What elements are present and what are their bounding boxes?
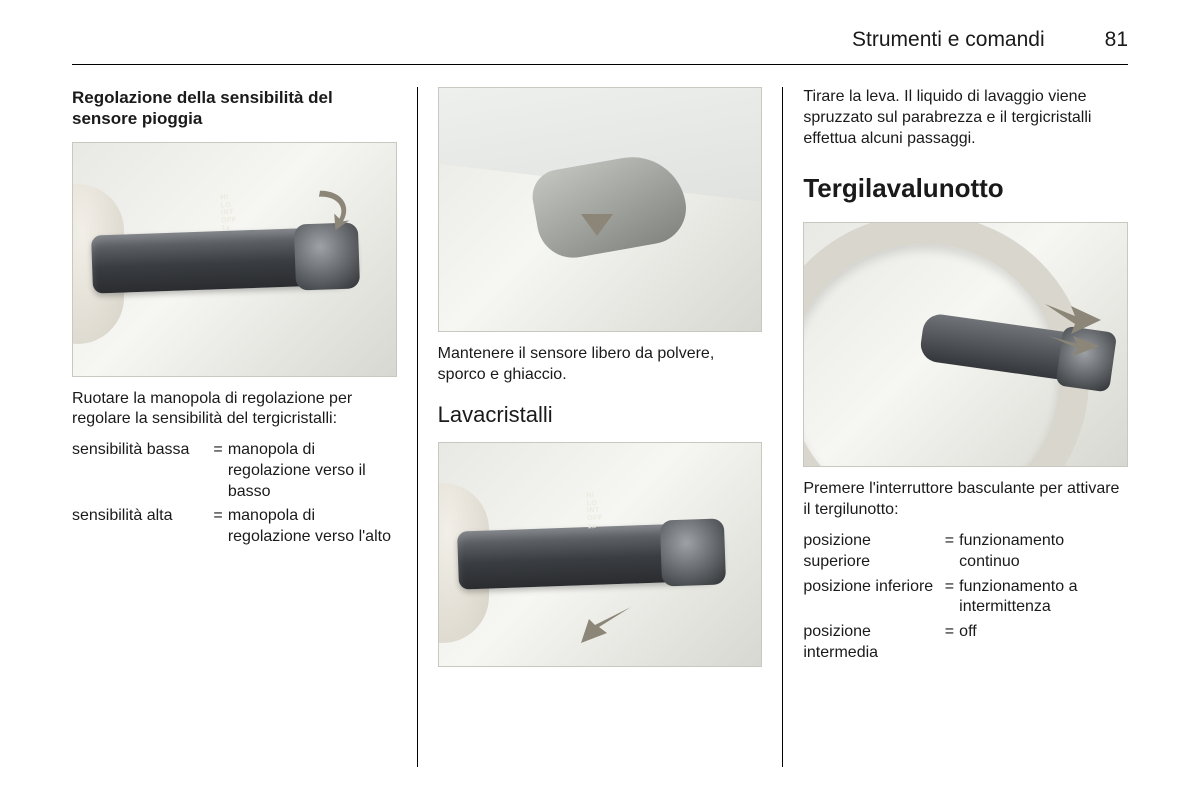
- pull-arrow-icon: [581, 607, 631, 643]
- col3-para: Premere l'interruttore basculante per at…: [803, 479, 1128, 521]
- chapter-title: Strumenti e comandi: [852, 28, 1045, 52]
- equals: =: [208, 440, 227, 506]
- table-row: posizione intermedia = off: [803, 622, 1128, 668]
- column-1: Regolazione della sensibilità del sensor…: [72, 87, 417, 767]
- content-columns: Regolazione della sensibilità del sensor…: [72, 87, 1128, 767]
- page-header: Strumenti e comandi 81: [72, 28, 1128, 65]
- term: posizione superiore: [803, 531, 939, 577]
- col2-heading: Lavacristalli: [438, 402, 763, 428]
- sensitivity-table: sensibilità bassa = manopola di regolazi…: [72, 440, 397, 552]
- column-2: Mantenere il sensore libero da polvere, …: [418, 87, 783, 767]
- col3-heading: Tergilavalunotto: [803, 173, 1128, 204]
- column-3: Tirare la leva. Il liquido di lavaggio v…: [783, 87, 1128, 767]
- col1-heading: Regolazione della sensibilità del sensor…: [72, 87, 397, 130]
- rotate-arrow-icon: [307, 186, 353, 232]
- term: sensibilità bassa: [72, 440, 208, 506]
- col2-note: Mantenere il sensore libero da polvere, …: [438, 344, 763, 386]
- wiper-stalk-icon: [91, 226, 357, 293]
- stalk-position-labels: HI LO INT OFF 1x: [586, 491, 603, 530]
- table-row: sensibilità bassa = manopola di regolazi…: [72, 440, 397, 506]
- value: manopola di regolazione verso il basso: [228, 440, 397, 506]
- term: sensibilità alta: [72, 506, 208, 552]
- table-row: posizione inferiore = funzionamento a in…: [803, 577, 1128, 623]
- col3-intro: Tirare la leva. Il liquido di lavaggio v…: [803, 87, 1128, 149]
- equals: =: [208, 506, 227, 552]
- wiper-stalk-icon: [457, 523, 723, 590]
- term: posizione intermedia: [803, 622, 939, 668]
- table-row: posizione superiore = funzionamento cont…: [803, 531, 1128, 577]
- equals: =: [940, 622, 959, 668]
- rear-wiper-table: posizione superiore = funzionamento cont…: [803, 531, 1128, 668]
- figure-washer-lever: HI LO INT OFF 1x: [438, 442, 763, 667]
- page-number: 81: [1105, 28, 1128, 52]
- figure-rain-sensor-knob: HI LO INT OFF 1x: [72, 142, 397, 377]
- value: off: [959, 622, 1128, 668]
- term: posizione inferiore: [803, 577, 939, 623]
- figure-rain-sensor-location: [438, 87, 763, 332]
- push-arrows-icon: [1045, 296, 1101, 356]
- table-row: sensibilità alta = manopola di regolazio…: [72, 506, 397, 552]
- value: funzionamento a intermittenza: [959, 577, 1128, 623]
- col1-intro: Ruotare la manopola di regolazione per r…: [72, 389, 397, 431]
- equals: =: [940, 531, 959, 577]
- figure-rear-wiper-switch: [803, 222, 1128, 467]
- value: funzionamento continuo: [959, 531, 1128, 577]
- equals: =: [940, 577, 959, 623]
- stalk-position-labels: HI LO INT OFF 1x: [221, 193, 238, 232]
- sensor-arrow-icon: [581, 214, 613, 236]
- value: manopola di regolazione verso l'alto: [228, 506, 397, 552]
